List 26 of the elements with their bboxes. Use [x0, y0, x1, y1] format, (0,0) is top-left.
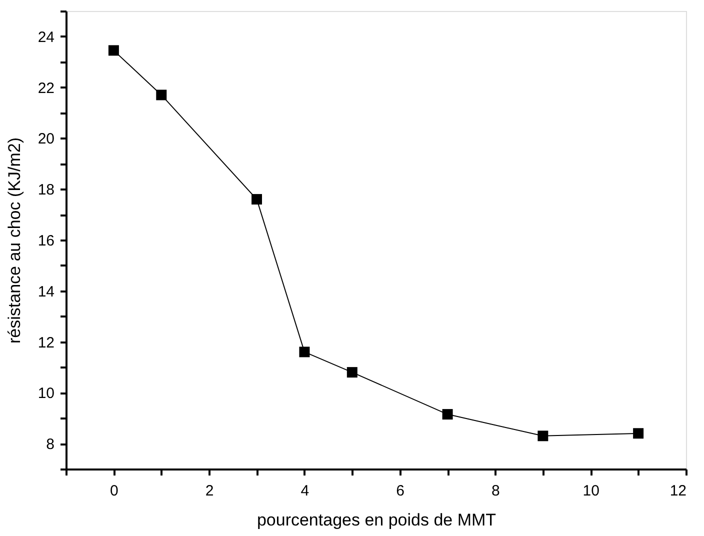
- y-tick-label: 12: [38, 334, 54, 352]
- y-tick-label: 10: [38, 385, 54, 402]
- y-tick-label: 8: [46, 436, 54, 454]
- point: [108, 45, 119, 56]
- x-axis-title: pourcentages en poids de MMT: [256, 510, 496, 530]
- y-tick-label: 20: [38, 130, 54, 148]
- x-tick-label: 6: [396, 482, 405, 500]
- point: [633, 428, 644, 439]
- y-tick-label: 24: [38, 28, 54, 46]
- point: [346, 367, 358, 378]
- y-axis-title: résistance au choc (KJ/m2): [4, 138, 24, 344]
- point: [442, 409, 453, 420]
- x-tick-label: 0: [110, 482, 118, 500]
- point: [299, 346, 310, 358]
- y-tick-label: 14: [38, 283, 54, 300]
- y-tick-label: 16: [38, 232, 54, 250]
- point: [156, 90, 167, 100]
- point: [252, 194, 262, 205]
- x-tick-label: 10: [582, 482, 600, 500]
- point: [538, 430, 548, 442]
- x-tick-label: 4: [300, 482, 310, 500]
- y-tick-label: 22: [38, 80, 54, 97]
- x-tick-label: 8: [492, 482, 500, 500]
- x-tick-label: 2: [205, 482, 214, 500]
- x-tick-label: 12: [670, 482, 686, 500]
- y-tick-label: 18: [38, 182, 54, 199]
